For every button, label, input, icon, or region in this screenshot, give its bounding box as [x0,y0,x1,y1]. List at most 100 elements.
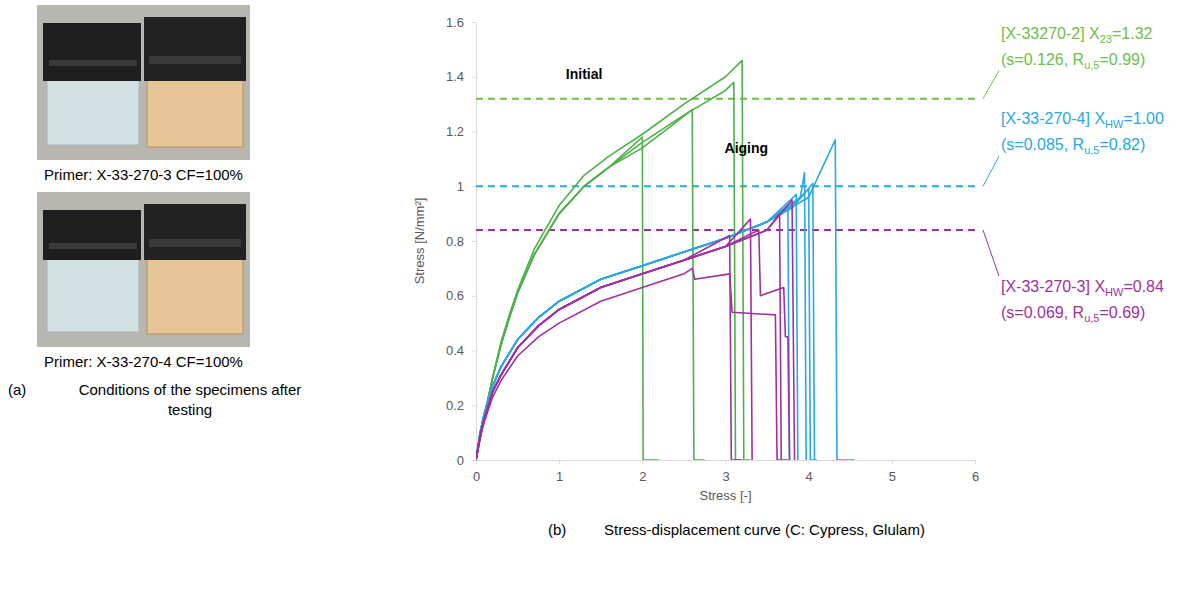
tick-mark [892,460,893,464]
reference-line [476,185,975,187]
label-text: =1.00 [1123,110,1164,127]
tick: 1.4 [446,69,476,84]
tick-label: 0 [473,469,480,484]
tick-mark [472,460,476,461]
tick-label: 1.2 [446,124,464,139]
curve [476,200,795,460]
label-text: =0.82) [1099,136,1145,153]
sealant-tape [43,23,141,81]
curve [476,137,659,460]
tick-label: 2 [639,469,646,484]
tape-band [149,239,241,247]
reference-label-line: [X-33-270-3] XHW=0.84 [1001,278,1164,298]
subscript: HW [1105,118,1124,130]
y-axis-title: Stress [N/mm²] [412,198,427,285]
label-text: (s=0.126, R [1001,51,1084,68]
leader-line [983,230,999,276]
curve [476,82,742,460]
panel-caption: Conditions of the specimens aftertesting [79,381,302,418]
tick-mark [472,22,476,23]
curve [476,230,790,460]
reference-line [476,98,975,100]
tick-label: 5 [889,469,896,484]
reference-label: [X-33270-2] X23=1.32 (s=0.126, Ru,5=0.99) [1001,25,1153,71]
label-text: =1.32 [1112,25,1153,42]
label-text: (s=0.069, R [1001,304,1084,321]
specimen-photo [37,5,250,160]
reference-label-line: (s=0.126, Ru,5=0.99) [1001,51,1145,71]
tick-label: 4 [806,469,813,484]
curve [476,173,806,460]
tick-mark [472,351,476,352]
tick-mark [726,460,727,464]
tick-mark [472,186,476,187]
tick: 1 [556,460,563,484]
tick-mark [472,77,476,78]
tick: 1.2 [446,124,476,139]
tick: 0.8 [446,234,476,249]
subscript: u,5 [1084,59,1099,71]
curve [476,214,781,460]
label-text: (s=0.085, R [1001,136,1084,153]
tick-mark [476,460,477,464]
tick: 2 [639,460,646,484]
label-text: [X-33270-2] X [1001,25,1100,42]
leader-line [983,71,999,99]
tick: 3 [722,460,729,484]
tick: 0.6 [446,288,476,303]
tick: 0.2 [446,398,476,413]
curve [476,184,814,460]
tape-band [49,243,137,249]
tick: 1 [457,179,476,194]
plot-area [476,60,975,460]
label-text: [X-33-270-4] X [1001,110,1105,127]
tick-label: 0 [457,453,464,468]
label-text: =0.69) [1099,304,1145,321]
subscript: u,5 [1084,312,1099,324]
curve [476,189,817,460]
tape-band [49,60,137,66]
sealant-tape [144,17,246,81]
tick-mark [809,460,810,464]
panel-label: (a) [8,381,26,398]
annotation: Initial [566,66,603,82]
tick-mark [472,296,476,297]
annotation: Aiging [725,140,769,156]
tick-mark [472,241,476,242]
specimen-photo [37,192,250,347]
reference-label-line: (s=0.085, Ru,5=0.82) [1001,136,1145,156]
subscript: HW [1105,286,1124,298]
photo-background [37,192,250,347]
reference-label: [X-33-270-3] XHW=0.84 (s=0.069, Ru,5=0.69… [1001,278,1164,324]
reference-label-line: (s=0.069, Ru,5=0.69) [1001,304,1145,324]
subscript: 23 [1100,33,1112,45]
tick-label: 6 [972,469,979,484]
photo-caption: Primer: X-33-270-4 CF=100% [44,353,243,370]
tick-mark [472,132,476,133]
sealant-tape [144,204,246,260]
tick-mark [472,405,476,406]
reference-line [476,229,975,231]
tick-label: 1.6 [446,15,464,30]
tick-label: 0.8 [446,234,464,249]
tick: 6 [972,460,979,484]
tick: 0 [473,460,480,484]
tick-label: 0.4 [446,343,464,358]
tick: 1.6 [446,15,476,30]
subscript: u,5 [1084,144,1099,156]
curve [476,194,798,460]
tick: 0 [457,453,476,468]
label-text: =0.84 [1123,278,1164,295]
reference-label-line: [X-33270-2] X23=1.32 [1001,25,1153,45]
axis-line [476,23,477,461]
tick-label: 0.6 [446,288,464,303]
tick-label: 0.2 [446,398,464,413]
tick-label: 3 [722,469,729,484]
curve [476,236,742,460]
figure: Primer: X-33-270-3 CF=100%Primer: X-33-2… [0,0,1197,607]
curve [476,219,752,460]
tape-band [149,56,241,64]
curve [476,60,750,460]
x-axis: 0 1 2 3 4 5 6 [473,460,979,484]
curve [476,268,788,460]
